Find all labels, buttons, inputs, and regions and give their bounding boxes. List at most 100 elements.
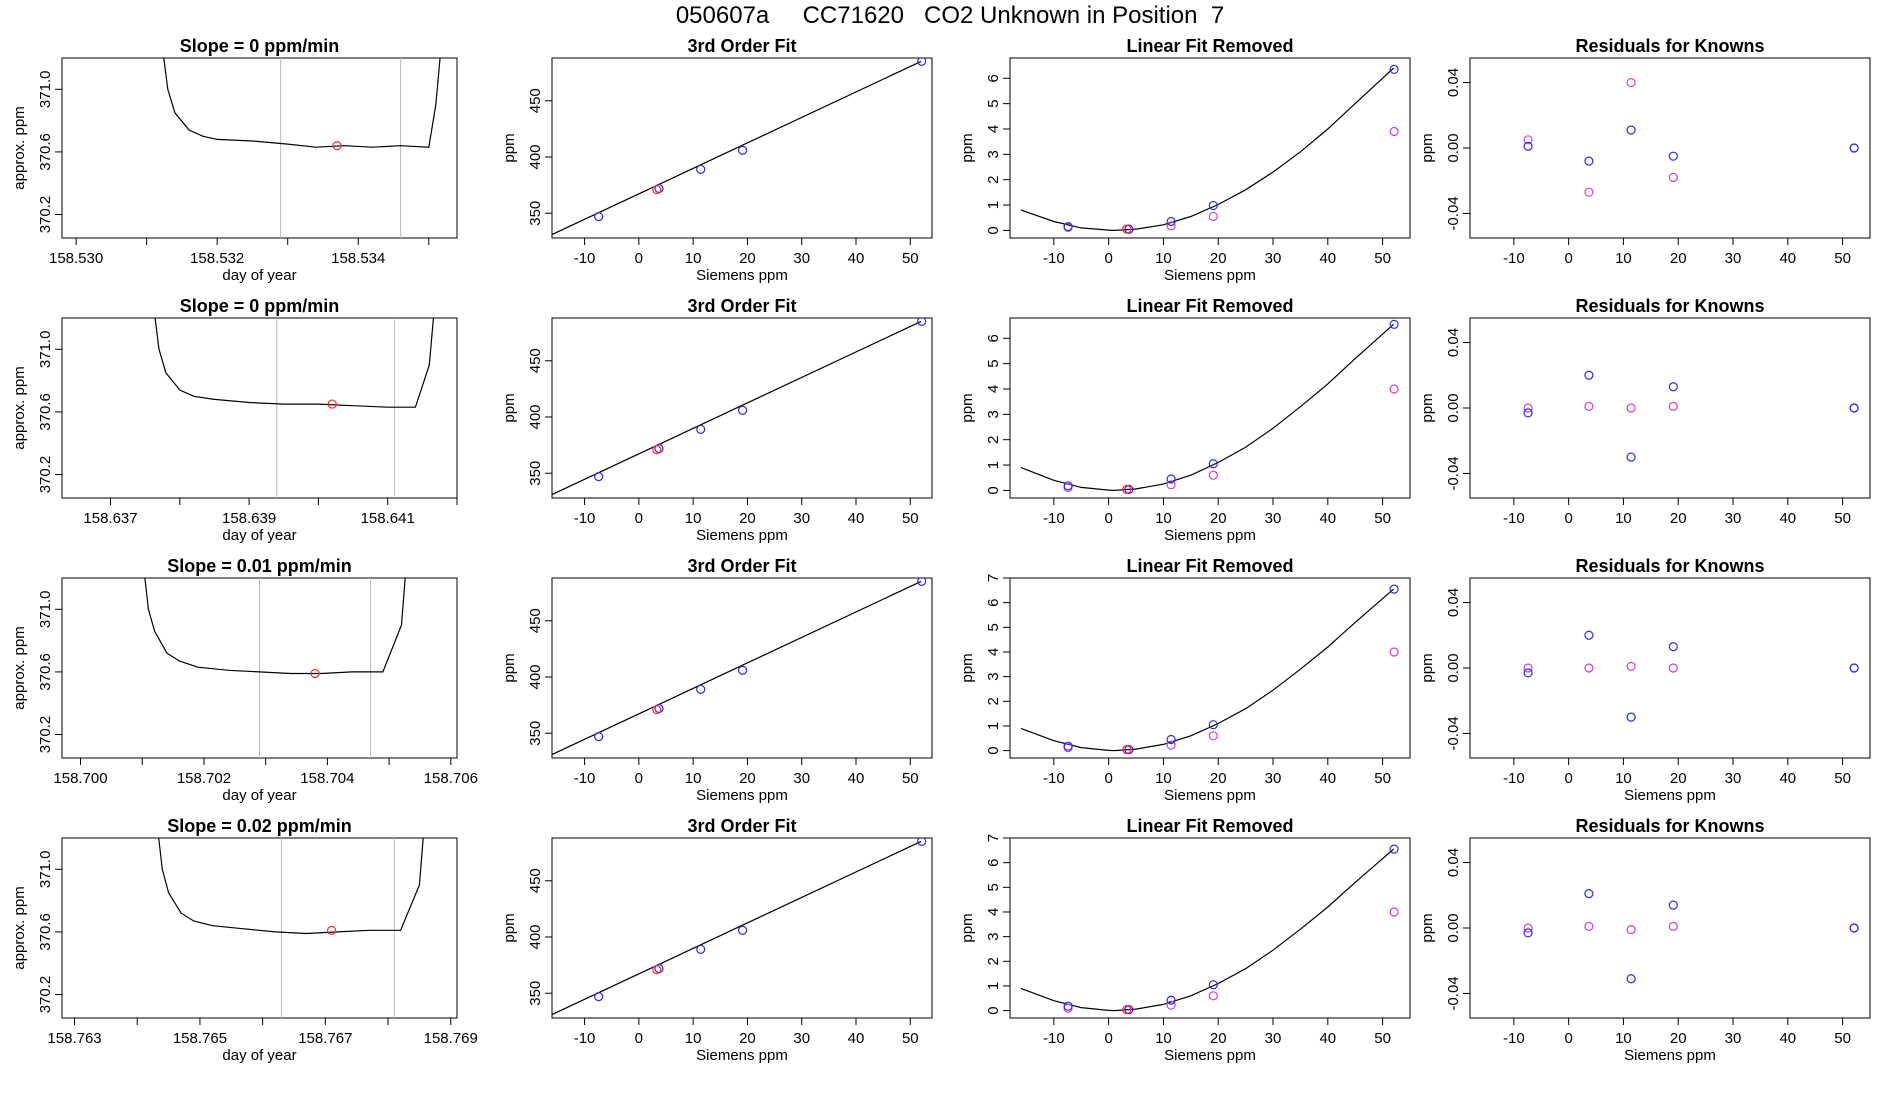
y-tick-label: 4 <box>985 908 1002 916</box>
x-tick-label: 158.706 <box>424 770 478 787</box>
x-axis-label: Siemens ppm <box>1624 787 1716 804</box>
y-tick-label: 1 <box>985 461 1002 469</box>
y-tick-label: 2 <box>985 436 1002 444</box>
x-tick-label: -10 <box>1043 770 1065 787</box>
x-tick-label: 40 <box>1779 770 1796 787</box>
known-point <box>1389 844 1399 854</box>
y-tick-label: 0.04 <box>1445 68 1462 97</box>
x-axis-label: Siemens ppm <box>1164 787 1256 804</box>
plot-area <box>552 578 927 756</box>
y-axis-label: ppm <box>959 393 976 422</box>
x-tick-label: 10 <box>685 770 702 787</box>
y-tick-label: 0.04 <box>1445 848 1462 877</box>
x-tick-label: 158.704 <box>300 770 354 787</box>
x-tick-label: 0 <box>635 250 643 267</box>
x-tick-label: 30 <box>793 770 810 787</box>
x-tick-label: 40 <box>848 250 865 267</box>
y-tick-label: 370.6 <box>37 913 54 951</box>
y-tick-label: 0 <box>985 1006 1002 1014</box>
x-tick-label: -10 <box>1043 1030 1065 1047</box>
x-tick-label: 158.763 <box>47 1030 101 1047</box>
y-axis-label: ppm <box>1419 653 1436 682</box>
chart-title: Residuals for Knowns <box>1575 36 1764 56</box>
y-tick-label: 350 <box>527 981 544 1006</box>
chart-2-fit: 3rd Order Fit -10 0 10 20 30 40 50 350 400 450 Siem… <box>501 296 933 544</box>
x-tick-label: 10 <box>1155 770 1172 787</box>
y-tick-label: 1 <box>985 201 1002 209</box>
known-point <box>696 944 706 954</box>
plot-area <box>163 58 441 238</box>
known-point <box>1208 200 1218 211</box>
known-point <box>1208 720 1218 730</box>
y-tick-label: 2 <box>985 697 1002 705</box>
y-tick-label: 6 <box>985 74 1002 82</box>
x-tick-label: 50 <box>1374 510 1391 527</box>
plot-frame <box>551 577 933 759</box>
x-tick-label: 40 <box>1319 1030 1336 1047</box>
y-axis-label: approx. ppm <box>11 366 28 449</box>
x-tick-label: 10 <box>1615 1030 1632 1047</box>
unknown-point <box>652 445 662 455</box>
unknown-point <box>652 705 662 715</box>
alt-point <box>1166 740 1176 750</box>
fit-curve <box>1020 588 1394 752</box>
known-point <box>917 58 927 66</box>
y-tick-label: 371.0 <box>37 71 54 109</box>
x-axis-label: Siemens ppm <box>696 787 788 804</box>
y-tick-label: 370.6 <box>37 653 54 691</box>
y-tick-label: 2 <box>985 957 1002 965</box>
alt-point <box>1523 923 1533 933</box>
x-tick-label: 20 <box>1670 510 1687 527</box>
x-tick-label: 10 <box>1615 510 1632 527</box>
x-tick-label: -10 <box>1503 1030 1525 1047</box>
x-tick-label: -10 <box>1043 250 1065 267</box>
chart-4-residuals: Residuals for Knowns -10 0 10 20 30 40 50 -0.04 0… <box>1419 816 1871 1064</box>
y-tick-label: 4 <box>985 125 1002 133</box>
alt-point <box>1389 647 1399 657</box>
known-point <box>737 405 748 415</box>
x-tick-label: 30 <box>1725 1030 1742 1047</box>
alt-point <box>1389 126 1399 137</box>
y-tick-label: 0.04 <box>1445 588 1462 617</box>
y-tick-label: 370.2 <box>37 976 54 1014</box>
x-axis-label: day of year <box>222 787 296 804</box>
y-tick-label: 371.0 <box>37 331 54 369</box>
y-axis-label: ppm <box>959 913 976 942</box>
y-tick-label: 3 <box>985 410 1002 418</box>
y-tick-label: 371.0 <box>37 851 54 889</box>
plot-area <box>158 838 424 1018</box>
chart-1-trace: Slope = 0 ppm/min 158.530 158.532 158.534 37… <box>11 36 458 284</box>
trace-line <box>144 578 406 675</box>
x-tick-label: 0 <box>1104 250 1112 267</box>
chart-title: Residuals for Knowns <box>1575 556 1764 576</box>
known-point <box>1063 1001 1073 1011</box>
chart-title: Slope = 0 ppm/min <box>180 296 340 316</box>
chart-title: Slope = 0.01 ppm/min <box>167 556 352 576</box>
x-tick-label: 50 <box>902 250 919 267</box>
x-axis-label: Siemens ppm <box>696 267 788 284</box>
known-point <box>737 145 748 155</box>
y-tick-label: 400 <box>527 664 544 689</box>
chart-2-residuals: Residuals for Knowns -10 0 10 20 30 40 50 -0.04 0… <box>1419 296 1871 527</box>
known-point <box>1063 741 1073 751</box>
known-point <box>1523 928 1533 938</box>
known-point <box>1626 125 1636 135</box>
y-axis-label: ppm <box>1419 133 1436 162</box>
x-tick-label: -10 <box>574 250 596 267</box>
x-axis-label: Siemens ppm <box>1164 527 1256 544</box>
y-tick-label: 0 <box>985 486 1002 494</box>
y-tick-label: 0.00 <box>1445 653 1462 682</box>
fit-curve <box>1020 323 1394 492</box>
y-tick-label: 2 <box>985 176 1002 184</box>
known-point <box>1849 403 1859 413</box>
y-tick-label: 5 <box>985 623 1002 631</box>
known-point <box>1849 663 1859 673</box>
known-point <box>1626 452 1636 462</box>
x-tick-label: 40 <box>1319 770 1336 787</box>
y-tick-label: 0.00 <box>1445 393 1462 422</box>
plot-frame <box>61 317 458 499</box>
x-tick-label: 30 <box>1265 510 1282 527</box>
y-axis-label: approx. ppm <box>11 886 28 969</box>
y-tick-label: 400 <box>527 924 544 949</box>
known-point <box>1584 889 1594 899</box>
